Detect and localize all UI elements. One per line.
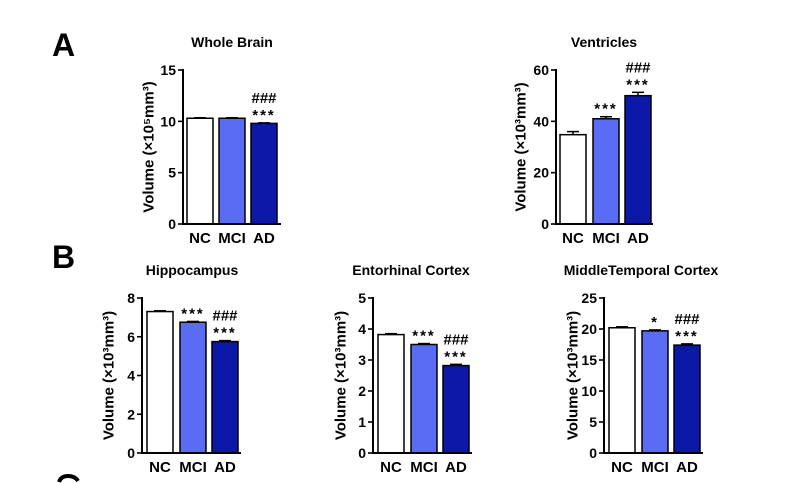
y-tick-label: 4 — [358, 321, 366, 337]
bar-ad — [624, 94, 652, 225]
significance-label: *** — [181, 305, 205, 322]
y-tick-label: 40 — [533, 113, 549, 129]
bar-mci — [218, 117, 246, 225]
bar-mci — [179, 321, 207, 454]
panel-label-c-fragment — [57, 473, 80, 483]
bar-ad — [673, 344, 701, 454]
chart-entorhinal-cortex: Entorhinal Cortex Volume (×10³mm³) NC MCI **… — [333, 262, 472, 476]
x-tick-label-mci: MCI — [641, 459, 669, 476]
y-tick-label: 60 — [533, 62, 549, 78]
x-tick-label-ad: AD — [676, 459, 698, 476]
y-tick-label: 0 — [589, 445, 597, 461]
y-axis-label: Volume (×10³mm³) — [513, 82, 530, 211]
significance-label: *** — [412, 328, 436, 345]
x-tick-label-nc: NC — [562, 230, 584, 247]
bar-mci — [592, 118, 620, 225]
x-tick-label-nc: NC — [380, 459, 402, 476]
significance-label: *** — [626, 76, 650, 93]
significance-label: ### — [212, 308, 238, 325]
bar-ad — [250, 122, 278, 225]
y-tick-label: 20 — [581, 321, 597, 337]
x-tick-label-ad: AD — [214, 459, 236, 476]
significance-label: ### — [674, 311, 700, 328]
significance-label: *** — [594, 101, 618, 118]
y-tick-label: 6 — [127, 329, 135, 345]
significance-label: *** — [252, 107, 276, 124]
y-tick-label: 15 — [160, 62, 176, 78]
y-tick-label: 1 — [358, 414, 366, 430]
x-tick-label-mci: MCI — [410, 459, 438, 476]
significance-label: * — [651, 314, 659, 331]
x-tick-label-mci: MCI — [218, 230, 246, 247]
y-tick-label: 10 — [160, 113, 176, 129]
y-tick-label: 5 — [358, 290, 366, 306]
bar-ad — [211, 340, 239, 454]
x-tick-label-ad: AD — [627, 230, 649, 247]
x-tick-label-mci: MCI — [179, 459, 207, 476]
y-axis-label: Volume (×10⁵mm³) — [141, 81, 158, 212]
y-tick-label: 0 — [168, 216, 176, 232]
x-tick-label-ad: AD — [253, 230, 275, 247]
x-tick-label-nc: NC — [611, 459, 633, 476]
y-tick-label: 2 — [358, 383, 366, 399]
y-tick-label: 0 — [127, 445, 135, 461]
chart-title: Entorhinal Cortex — [352, 262, 470, 278]
y-tick-label: 8 — [127, 290, 135, 306]
y-tick-label: 4 — [127, 368, 135, 384]
bar-nc — [559, 133, 587, 225]
significance-label: ### — [443, 331, 469, 348]
y-tick-label: 0 — [541, 216, 549, 232]
y-axis-label: Volume (×10³mm³) — [101, 311, 118, 440]
significance-label: *** — [675, 328, 699, 345]
chart-title: MiddleTemporal Cortex — [564, 262, 719, 278]
panel-label-b: B — [52, 239, 75, 275]
chart-whole-brain: Whole Brain Volume (×10⁵mm³) NC MCI AD ***###… — [141, 34, 281, 247]
chart-title: Ventricles — [571, 34, 637, 50]
y-tick-label: 25 — [581, 290, 597, 306]
chart-title: Whole Brain — [191, 34, 273, 50]
y-tick-label: 2 — [127, 406, 135, 422]
y-axis-label: Volume (×10³mm³) — [565, 311, 582, 440]
y-tick-label: 5 — [589, 414, 597, 430]
y-axis-label: Volume (×10³mm³) — [333, 311, 350, 440]
x-tick-label-ad: AD — [445, 459, 467, 476]
chart-title: Hippocampus — [146, 262, 239, 278]
bar-nc — [377, 333, 405, 454]
x-tick-label-nc: NC — [189, 230, 211, 247]
x-tick-label-nc: NC — [149, 459, 171, 476]
significance-label: ### — [625, 59, 651, 76]
significance-label: *** — [213, 325, 237, 342]
chart-hippocampus: Hippocampus Volume (×10³mm³) NC MCI *** AD ***… — [101, 262, 241, 476]
y-tick-label: 10 — [581, 383, 597, 399]
bar-nc — [186, 117, 214, 225]
bar-nc — [608, 327, 636, 454]
y-tick-label: 0 — [358, 445, 366, 461]
chart-middletemporal-cortex: MiddleTemporal Cortex Volume (×10³mm³) NC M… — [564, 262, 719, 476]
bar-mci — [641, 330, 669, 454]
y-tick-label: 20 — [533, 165, 549, 181]
significance-label: *** — [444, 348, 468, 365]
bar-nc — [146, 310, 174, 454]
panel-label-a: A — [52, 27, 75, 63]
y-tick-label: 5 — [168, 165, 176, 181]
bar-ad — [442, 364, 470, 454]
y-tick-label: 15 — [581, 352, 597, 368]
y-tick-label: 3 — [358, 352, 366, 368]
significance-label: ### — [251, 90, 277, 107]
bar-mci — [410, 343, 438, 454]
x-tick-label-mci: MCI — [592, 230, 620, 247]
